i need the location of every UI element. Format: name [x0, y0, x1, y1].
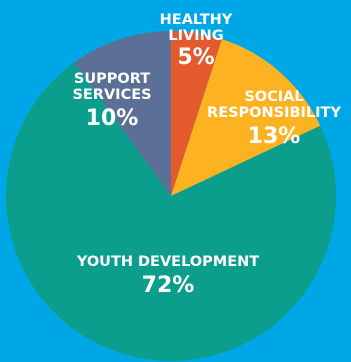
- pie-slice-youth-development: [6, 62, 337, 361]
- slice-name-text: YOUTH DEVELOPMENT: [76, 254, 259, 270]
- pie-slice-healthy-living: [171, 31, 222, 196]
- pie-slice-support-services: [74, 31, 171, 196]
- slice-name-text: RESPONSIBILITY: [207, 105, 341, 121]
- slice-name-text: SOCIAL: [244, 89, 303, 105]
- pie-slices: [6, 31, 337, 361]
- slice-value-text: 13%: [248, 124, 301, 149]
- slice-name-text: LIVING: [168, 28, 223, 44]
- slice-value-text: 10%: [86, 106, 139, 131]
- pie-slice-social-responsibility: [171, 39, 321, 196]
- slice-value-text: 5%: [177, 45, 214, 70]
- slice-name-text: SUPPORT: [74, 71, 150, 87]
- slice-name-text: SERVICES: [72, 87, 151, 103]
- slice-name-text: HEALTHY: [160, 12, 233, 28]
- slice-value-text: 72%: [142, 273, 195, 298]
- slice-label-youth-development: YOUTH DEVELOPMENT 72%: [76, 254, 259, 298]
